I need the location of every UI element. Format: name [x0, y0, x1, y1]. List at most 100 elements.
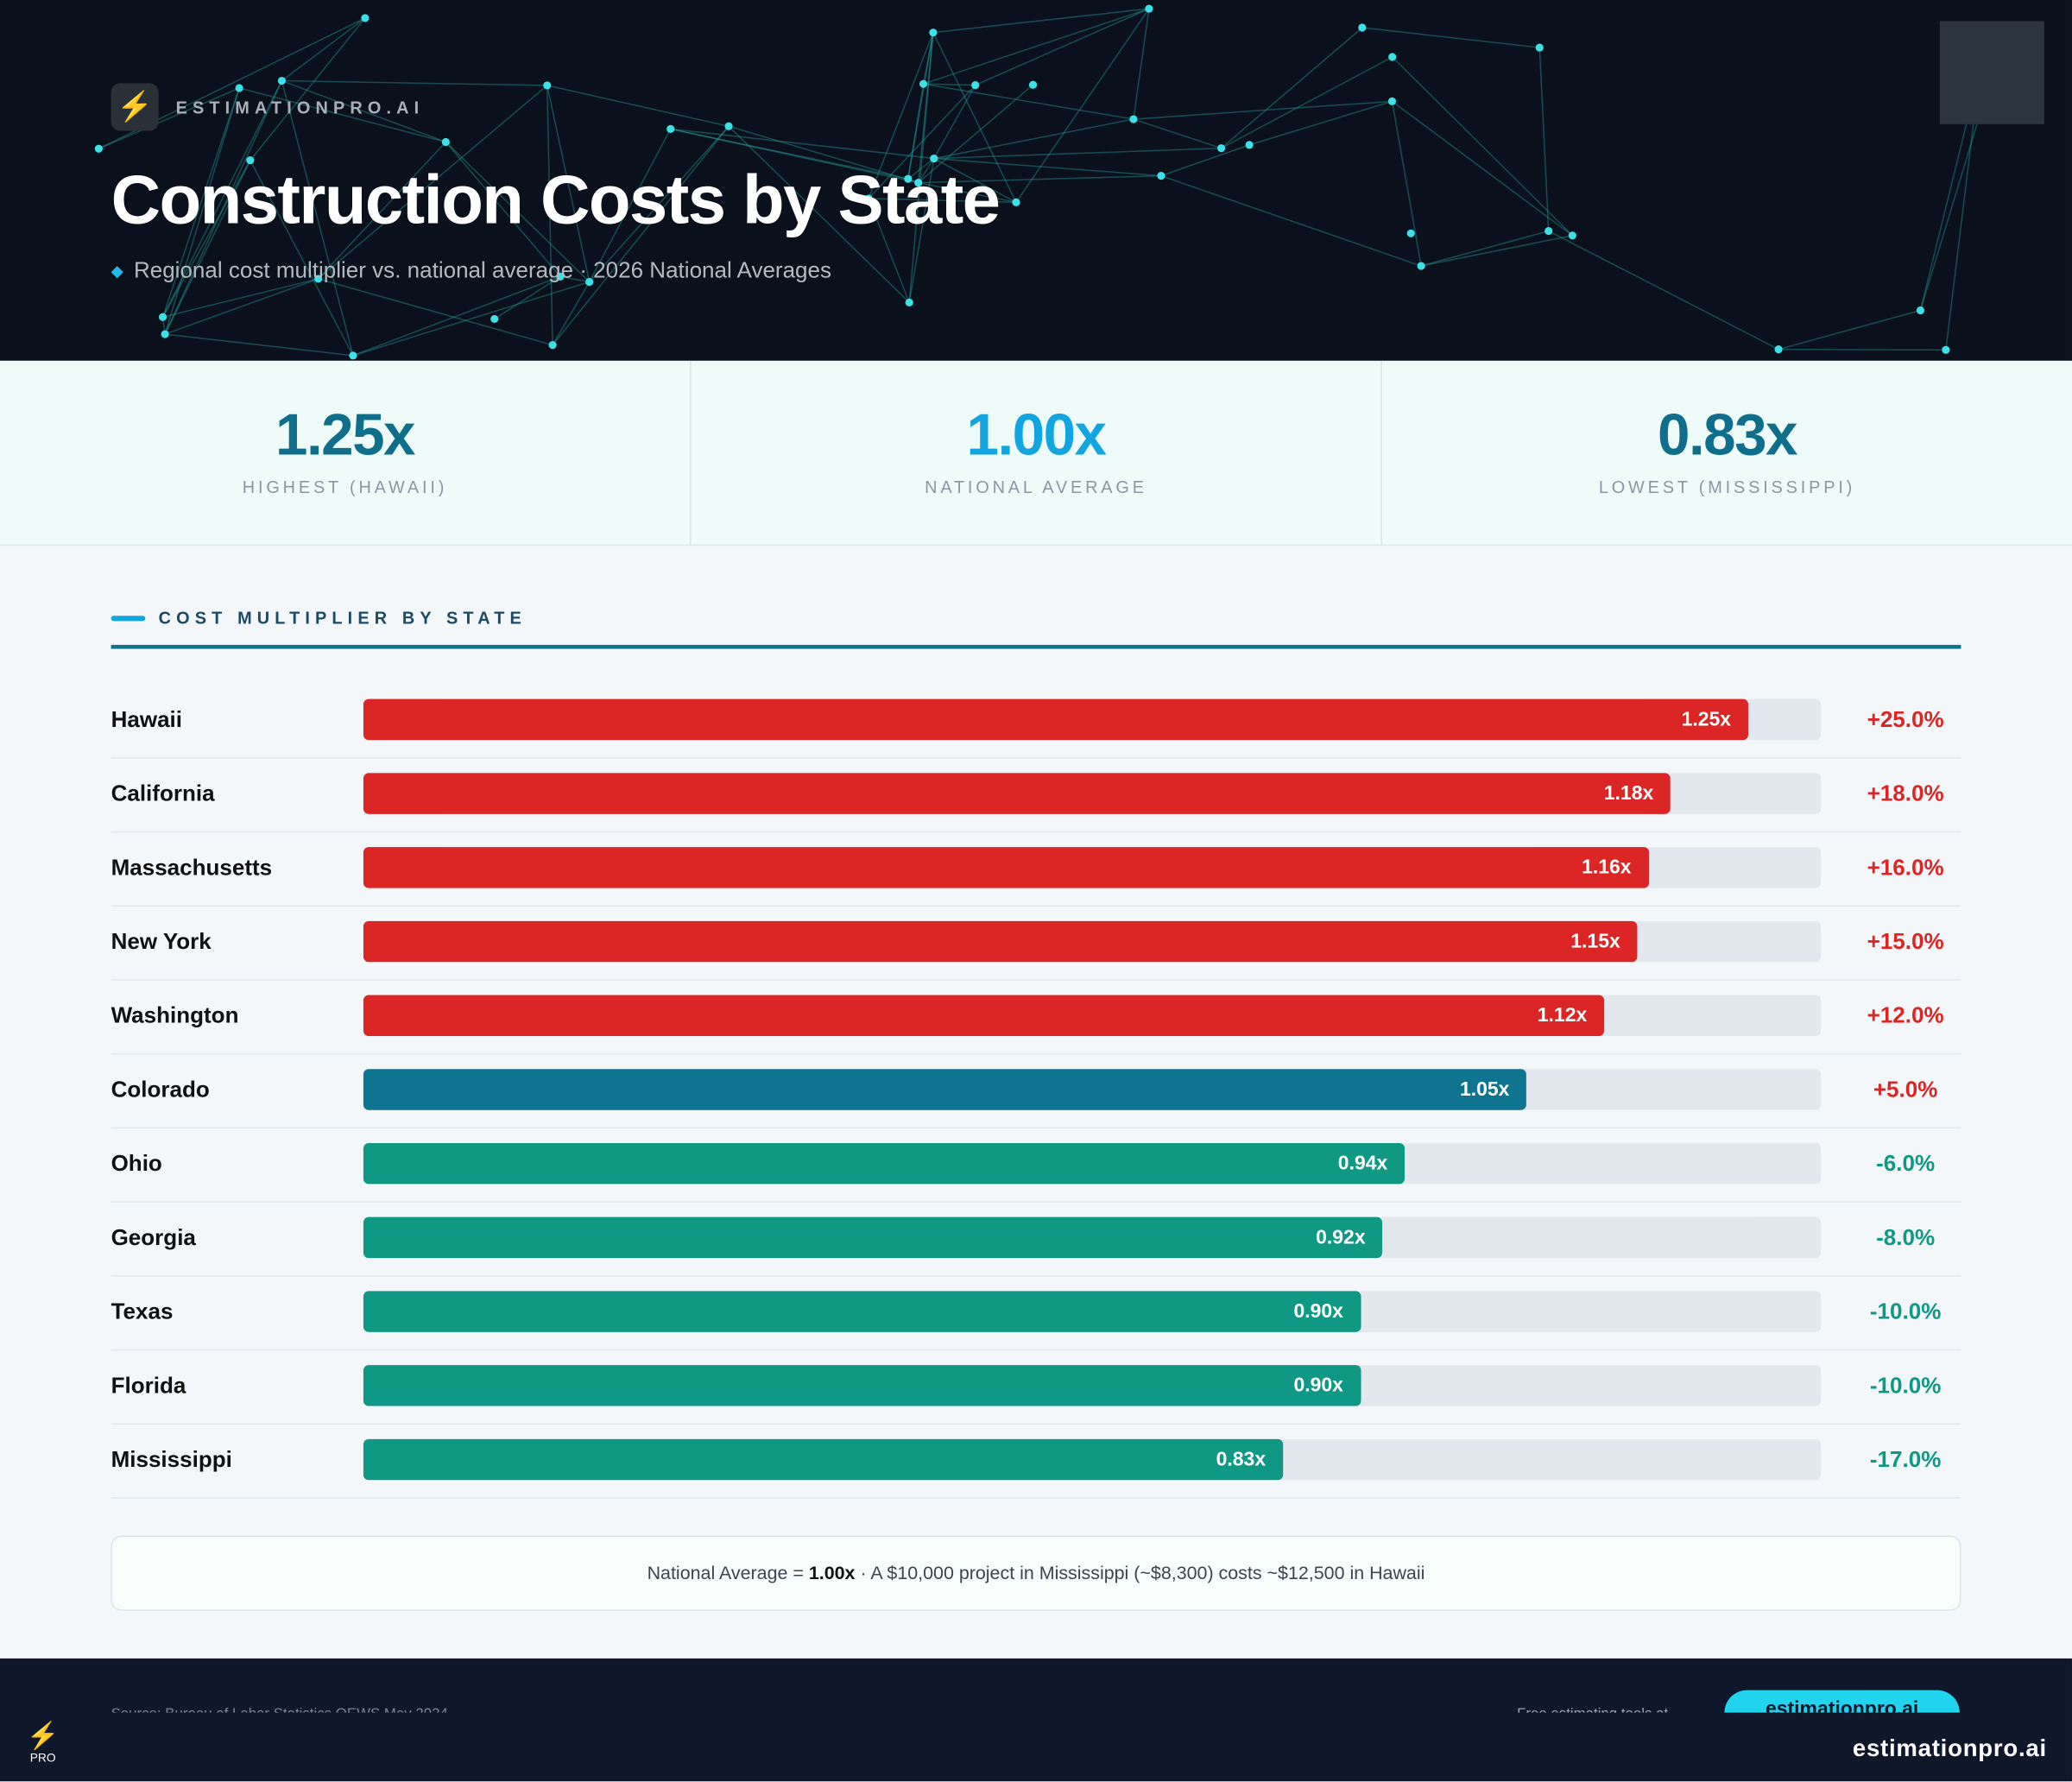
section-header: COST MULTIPLIER BY STATE	[111, 608, 527, 628]
bar-value-label: 1.05x	[1459, 1077, 1510, 1101]
brand: ⚡ ESTIMATIONPRO.AI	[111, 83, 425, 131]
bar-track: 0.94x	[363, 1142, 1822, 1185]
bar: 0.94x	[363, 1142, 1406, 1185]
stat-label: LOWEST (MISSISSIPPI)	[1598, 477, 1856, 497]
bar-row: Massachusetts 1.16x +16.0%	[111, 831, 1961, 907]
footer-domain[interactable]: estimationpro.ai	[1852, 1735, 2047, 1762]
stats-bar: 1.25x HIGHEST (HAWAII) 1.00x NATIONAL AV…	[0, 360, 2072, 547]
state-label: Mississippi	[111, 1447, 232, 1473]
subtitle-text: Regional cost multiplier vs. national av…	[133, 257, 832, 283]
note-prefix: National Average =	[647, 1562, 809, 1583]
hero-header: ⚡ ESTIMATIONPRO.AI Construction Costs by…	[0, 0, 2072, 361]
lightning-bolt-icon: ⚡	[26, 1722, 60, 1752]
diamond-icon: ◆	[111, 262, 123, 281]
bar: 1.25x	[363, 698, 1748, 741]
bar-value-label: 0.92x	[1316, 1226, 1366, 1249]
bar-row: Georgia 0.92x -8.0%	[111, 1201, 1961, 1277]
page-title: Construction Costs by State	[111, 162, 1001, 240]
bar: 1.18x	[363, 773, 1671, 814]
bar-track: 1.16x	[363, 847, 1822, 888]
cta-button[interactable]: estimationpro.ai	[1724, 1690, 1960, 1713]
free-tools-text: Free estimating tools at	[1517, 1701, 1668, 1713]
state-label: Ohio	[111, 1151, 162, 1177]
bar-row: Texas 0.90x -10.0%	[111, 1275, 1961, 1351]
source-text: Source: Bureau of Labor Statistics OEWS …	[111, 1701, 448, 1713]
bar-value-label: 0.94x	[1337, 1152, 1388, 1175]
percent-label: +12.0%	[1867, 1002, 1944, 1028]
bar: 0.90x	[363, 1291, 1361, 1332]
section-divider	[111, 644, 1961, 649]
bar-value-label: 1.15x	[1570, 930, 1620, 953]
bar-value-label: 0.90x	[1293, 1374, 1343, 1397]
bar-row: Mississippi 0.83x -17.0%	[111, 1423, 1961, 1499]
bar-value-label: 1.16x	[1582, 856, 1632, 879]
state-label: Florida	[111, 1373, 186, 1399]
state-label: Georgia	[111, 1224, 196, 1250]
state-label: Washington	[111, 1002, 239, 1028]
bar: 1.16x	[363, 847, 1649, 888]
bar: 0.83x	[363, 1438, 1283, 1481]
state-label: New York	[111, 929, 212, 955]
state-label: Hawaii	[111, 706, 183, 732]
note-bold: 1.00x	[808, 1562, 856, 1583]
bar-row: California 1.18x +18.0%	[111, 757, 1961, 833]
bar-track: 0.90x	[363, 1291, 1822, 1332]
stat-lowest: 0.83x LOWEST (MISSISSIPPI)	[1382, 361, 2072, 545]
bar: 1.15x	[363, 920, 1638, 963]
footnote: National Average = 1.00x · A $10,000 pro…	[111, 1535, 1961, 1611]
bar-track: 1.15x	[363, 920, 1822, 963]
bar-row: Colorado 1.05x +5.0%	[111, 1053, 1961, 1129]
bar-track: 1.18x	[363, 773, 1822, 814]
corner-placeholder	[1939, 21, 2044, 124]
stat-label: NATIONAL AVERAGE	[925, 477, 1147, 497]
subtitle: ◆ Regional cost multiplier vs. national …	[111, 257, 831, 284]
bar-track: 1.12x	[363, 995, 1822, 1036]
bar-row: Washington 1.12x +12.0%	[111, 979, 1961, 1055]
stat-value: 0.83x	[1658, 402, 1797, 468]
percent-label: -10.0%	[1869, 1299, 1942, 1324]
stat-value: 1.25x	[275, 402, 415, 468]
bar: 1.05x	[363, 1069, 1527, 1110]
percent-label: -17.0%	[1869, 1447, 1942, 1473]
bar-row: Florida 0.90x -10.0%	[111, 1349, 1961, 1425]
percent-label: -8.0%	[1876, 1224, 1936, 1250]
state-label: California	[111, 780, 215, 806]
dash-icon	[111, 615, 146, 621]
footer-logo: ⚡ PRO	[27, 1722, 60, 1764]
percent-label: -10.0%	[1869, 1373, 1942, 1399]
note-suffix: · A $10,000 project in Mississippi (~$8,…	[855, 1562, 1425, 1583]
percent-label: +16.0%	[1867, 855, 1944, 881]
bar-value-label: 1.25x	[1681, 708, 1732, 731]
bar-track: 0.90x	[363, 1365, 1822, 1406]
percent-label: +5.0%	[1873, 1077, 1938, 1103]
state-label: Massachusetts	[111, 855, 273, 881]
bar-row: New York 1.15x +15.0%	[111, 905, 1961, 981]
chart-title: COST MULTIPLIER BY STATE	[158, 608, 527, 629]
bar-value-label: 0.90x	[1293, 1300, 1343, 1324]
stat-value: 1.00x	[966, 402, 1107, 468]
bar-track: 1.05x	[363, 1069, 1822, 1110]
stat-label: HIGHEST (HAWAII)	[242, 477, 448, 497]
stat-highest: 1.25x HIGHEST (HAWAII)	[0, 360, 692, 545]
brand-name: ESTIMATIONPRO.AI	[175, 97, 425, 117]
percent-label: +18.0%	[1867, 780, 1944, 806]
state-label: Texas	[111, 1299, 174, 1324]
bar-value-label: 0.83x	[1216, 1448, 1267, 1471]
bar-row: Ohio 0.94x -6.0%	[111, 1128, 1961, 1203]
stat-average: 1.00x NATIONAL AVERAGE	[692, 360, 1383, 545]
bar-value-label: 1.18x	[1603, 782, 1654, 806]
bar-track: 0.83x	[363, 1438, 1822, 1481]
percent-label: +15.0%	[1867, 929, 1944, 955]
state-label: Colorado	[111, 1077, 210, 1103]
percent-label: -6.0%	[1876, 1151, 1936, 1177]
bar-value-label: 1.12x	[1537, 1004, 1588, 1027]
percent-label: +25.0%	[1867, 706, 1944, 732]
footer: Source: Bureau of Labor Statistics OEWS …	[0, 1658, 2072, 1782]
footer-logo-text: PRO	[29, 1751, 56, 1765]
bar-track: 1.25x	[363, 698, 1822, 741]
bar: 0.90x	[363, 1365, 1361, 1406]
lightning-bolt-icon: ⚡	[111, 83, 159, 131]
bar: 0.92x	[363, 1216, 1383, 1259]
bar: 1.12x	[363, 995, 1605, 1036]
bar-track: 0.92x	[363, 1216, 1822, 1259]
